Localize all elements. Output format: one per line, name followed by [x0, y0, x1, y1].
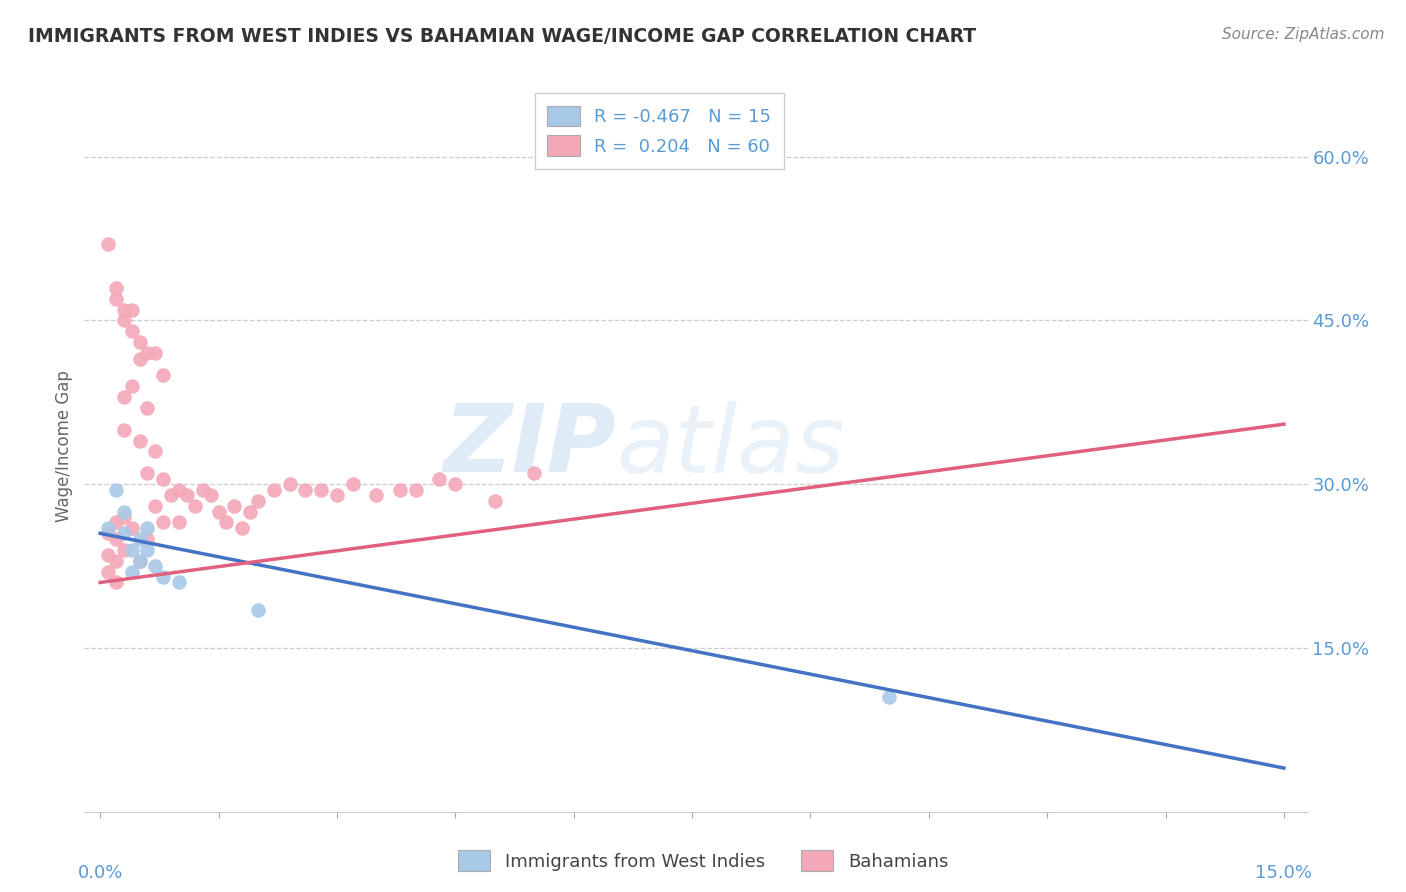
- Point: [121, 379, 143, 393]
- Point: [104, 532, 127, 546]
- Point: [121, 542, 143, 557]
- Point: [136, 521, 159, 535]
- Point: [136, 467, 159, 481]
- Point: [215, 516, 238, 530]
- Legend: Immigrants from West Indies, Bahamians: Immigrants from West Indies, Bahamians: [450, 843, 956, 879]
- Point: [136, 532, 159, 546]
- Point: [167, 516, 190, 530]
- Point: [207, 504, 229, 518]
- Point: [128, 351, 150, 366]
- Point: [366, 488, 388, 502]
- Point: [224, 499, 246, 513]
- Point: [879, 690, 901, 704]
- Point: [167, 575, 190, 590]
- Point: [121, 302, 143, 317]
- Text: IMMIGRANTS FROM WEST INDIES VS BAHAMIAN WAGE/INCOME GAP CORRELATION CHART: IMMIGRANTS FROM WEST INDIES VS BAHAMIAN …: [28, 27, 976, 45]
- Point: [104, 483, 127, 497]
- Point: [121, 565, 143, 579]
- Point: [121, 324, 143, 338]
- Point: [104, 292, 127, 306]
- Point: [97, 237, 120, 252]
- Point: [342, 477, 364, 491]
- Point: [484, 493, 506, 508]
- Legend: R = -0.467   N = 15, R =  0.204   N = 60: R = -0.467 N = 15, R = 0.204 N = 60: [534, 93, 785, 169]
- Text: 0.0%: 0.0%: [77, 864, 122, 882]
- Point: [136, 542, 159, 557]
- Text: atlas: atlas: [616, 401, 845, 491]
- Point: [121, 521, 143, 535]
- Point: [112, 302, 135, 317]
- Point: [112, 504, 135, 518]
- Point: [309, 483, 332, 497]
- Point: [326, 488, 349, 502]
- Point: [145, 499, 167, 513]
- Point: [128, 434, 150, 448]
- Point: [97, 548, 120, 562]
- Point: [176, 488, 198, 502]
- Point: [104, 516, 127, 530]
- Point: [246, 493, 269, 508]
- Point: [429, 472, 451, 486]
- Point: [239, 504, 262, 518]
- Point: [145, 559, 167, 574]
- Point: [145, 444, 167, 458]
- Point: [136, 401, 159, 415]
- Point: [231, 521, 253, 535]
- Point: [200, 488, 222, 502]
- Point: [246, 603, 269, 617]
- Point: [152, 472, 174, 486]
- Point: [145, 346, 167, 360]
- Point: [97, 521, 120, 535]
- Point: [152, 516, 174, 530]
- Text: 15.0%: 15.0%: [1256, 864, 1312, 882]
- Point: [278, 477, 301, 491]
- Point: [104, 554, 127, 568]
- Point: [167, 483, 190, 497]
- Point: [112, 526, 135, 541]
- Point: [160, 488, 183, 502]
- Point: [136, 346, 159, 360]
- Point: [112, 313, 135, 327]
- Point: [128, 335, 150, 350]
- Point: [405, 483, 427, 497]
- Y-axis label: Wage/Income Gap: Wage/Income Gap: [55, 370, 73, 522]
- Text: ZIP: ZIP: [443, 400, 616, 492]
- Point: [444, 477, 467, 491]
- Point: [112, 423, 135, 437]
- Point: [97, 565, 120, 579]
- Point: [191, 483, 214, 497]
- Point: [128, 554, 150, 568]
- Point: [184, 499, 207, 513]
- Point: [104, 281, 127, 295]
- Point: [128, 532, 150, 546]
- Point: [152, 570, 174, 584]
- Point: [97, 526, 120, 541]
- Point: [112, 390, 135, 404]
- Point: [128, 554, 150, 568]
- Point: [263, 483, 285, 497]
- Point: [104, 575, 127, 590]
- Point: [112, 510, 135, 524]
- Point: [389, 483, 412, 497]
- Point: [112, 542, 135, 557]
- Point: [294, 483, 316, 497]
- Point: [152, 368, 174, 382]
- Point: [523, 467, 546, 481]
- Text: Source: ZipAtlas.com: Source: ZipAtlas.com: [1222, 27, 1385, 42]
